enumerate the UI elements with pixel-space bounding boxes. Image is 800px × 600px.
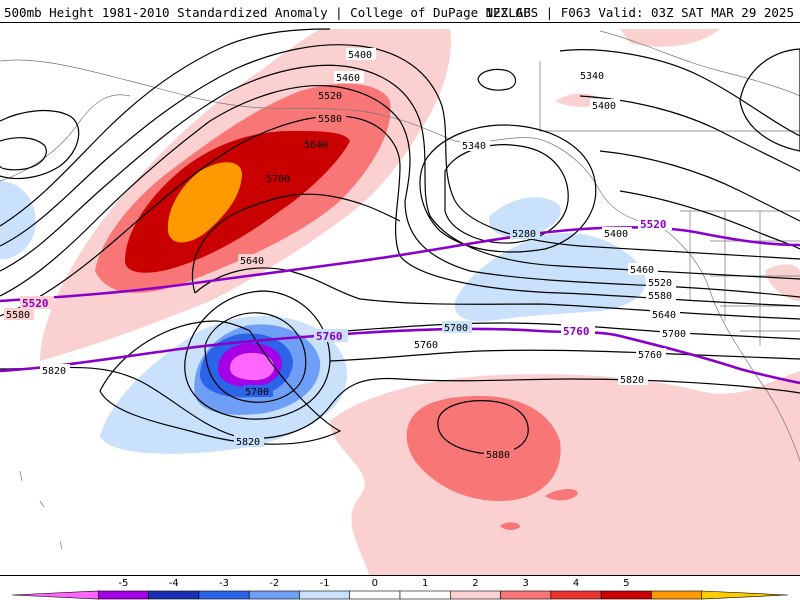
anomaly-shade-pos1-northeast [620, 29, 720, 47]
label-5280: 5280 [512, 229, 536, 240]
colorbar-segment [600, 590, 652, 600]
colorbar-tick-label: 1 [422, 578, 428, 589]
colorbar-segment [299, 590, 351, 600]
map-title: 500mb Height 1981-2010 Standardized Anom… [4, 5, 531, 20]
highlight-label-5760-east: 5760 [563, 325, 590, 338]
colorbar-tick-label: -4 [169, 578, 179, 589]
colorbar-segment [148, 590, 200, 600]
contour-west-low [0, 110, 80, 180]
label-5760-a: 5760 [414, 340, 438, 351]
label-5460-a: 5460 [336, 73, 360, 84]
colorbar-segment [701, 590, 789, 600]
anomaly-shade-pos2-dot1 [545, 489, 578, 501]
colorbar-tick-label: 2 [472, 578, 478, 589]
colorbar-tick-label: -3 [219, 578, 229, 589]
highlight-label-5520-east: 5520 [640, 218, 667, 231]
height-contours [0, 28, 800, 455]
colorbar-segments [11, 590, 789, 600]
contour-label-group: 5400 5460 5520 5580 5640 5700 5340 5340 … [4, 48, 690, 461]
colorbar-tick-label: -2 [269, 578, 279, 589]
label-5880: 5880 [486, 450, 510, 461]
anomaly-shade-pos2-dot2 [500, 522, 520, 530]
contour-5340-low [419, 124, 597, 253]
contour-5760-main [329, 349, 800, 362]
label-5820-b: 5820 [620, 375, 644, 386]
label-5760-b: 5760 [638, 350, 662, 361]
highlight-label-5760-west: 5760 [316, 330, 343, 343]
label-5820-a: 5820 [42, 366, 66, 377]
label-5820-c: 5820 [236, 437, 260, 448]
colorbar-segment [399, 590, 451, 600]
anomaly-map: 5400 5460 5520 5580 5640 5700 5340 5340 … [0, 28, 800, 575]
contour-5400-main [0, 44, 800, 260]
colorbar-tick-label: 5 [623, 578, 629, 589]
colorbar-segment [500, 590, 552, 600]
anomaly-shade-pos2-south [406, 396, 561, 501]
colorbar-segment [198, 590, 250, 600]
contour-5340-ne [559, 49, 800, 137]
colorbar-segment [550, 590, 602, 600]
colorbar-svg: -5 -4 -3 -2 -1 0 1 2 3 4 5 [11, 578, 789, 600]
anomaly-shade-neg1-east2 [489, 197, 561, 238]
label-5700-b: 5700 [662, 329, 686, 340]
label-5580-b: 5580 [648, 291, 672, 302]
colorbar-tick-label: -5 [118, 578, 128, 589]
colorbar: -5 -4 -3 -2 -1 0 1 2 3 4 5 [0, 576, 800, 600]
label-5520-b: 5520 [648, 278, 672, 289]
colorbar-tick-label: 4 [573, 578, 579, 589]
label-5400-c: 5400 [604, 229, 628, 240]
map-panel: 5400 5460 5520 5580 5640 5700 5340 5340 … [0, 22, 800, 576]
contour-small-low [477, 68, 517, 91]
label-5340-b: 5340 [580, 71, 604, 82]
label-5400-a: 5400 [348, 50, 372, 61]
label-5460-b: 5460 [630, 265, 654, 276]
colorbar-segment [248, 590, 300, 600]
contour-5280-low [444, 144, 569, 244]
contour-5700-west-low [204, 312, 307, 403]
contour-5580-main [0, 115, 800, 317]
contour-5880 [437, 400, 529, 455]
contour-5340-main [0, 28, 331, 227]
contour-5460-main [0, 64, 800, 280]
anomaly-shade-neg1-east [454, 232, 646, 322]
label-5640-b: 5640 [652, 310, 676, 321]
colorbar-segment [11, 590, 99, 600]
title-bar: 500mb Height 1981-2010 Standardized Anom… [0, 0, 800, 22]
contour-5820-low [99, 320, 342, 445]
colorbar-segment [449, 590, 501, 600]
colorbar-ticks: -5 -4 -3 -2 -1 0 1 2 3 4 5 [118, 578, 629, 589]
colorbar-tick-label: 0 [372, 578, 378, 589]
anomaly-shade-neg1-west [0, 181, 36, 260]
contour-5640-main [194, 267, 800, 320]
contour-5820-main [0, 366, 800, 439]
model-run-info: 12Z GFS | F063 Valid: 03Z SAT MAR 29 202… [485, 5, 794, 20]
contour-ne-closed [739, 48, 800, 152]
colorbar-segment [97, 590, 149, 600]
label-5340-a: 5340 [462, 141, 486, 152]
anomaly-shade-pos4 [167, 162, 242, 243]
highlight-5520-line [0, 226, 800, 303]
anomaly-shade-pos1-coast [765, 264, 800, 301]
label-5580-a: 5580 [318, 114, 342, 125]
contour-5640-ridge [191, 193, 401, 294]
label-5700-a: 5700 [266, 174, 290, 185]
contour-5460-ne [599, 150, 800, 222]
label-5640-c: 5640 [240, 256, 264, 267]
label-5520-a: 5520 [318, 91, 342, 102]
highlight-label-5520-west: 5520 [22, 297, 49, 310]
anomaly-shade-neg5 [229, 352, 275, 381]
label-5580-c: 5580 [6, 310, 30, 321]
contour-5520-main [0, 84, 800, 298]
label-5700-c: 5700 [245, 387, 269, 398]
label-5400-b: 5400 [592, 101, 616, 112]
contour-west-2 [0, 137, 47, 171]
colorbar-segment [349, 590, 401, 600]
label-5700-d: 5700 [444, 323, 468, 334]
anomaly-shade-pos1-south [330, 371, 800, 575]
contour-5400-ne [579, 95, 800, 172]
colorbar-tick-label: -1 [320, 578, 330, 589]
label-5640-a: 5640 [304, 140, 328, 151]
colorbar-segment [651, 590, 703, 600]
colorbar-tick-label: 3 [523, 578, 529, 589]
